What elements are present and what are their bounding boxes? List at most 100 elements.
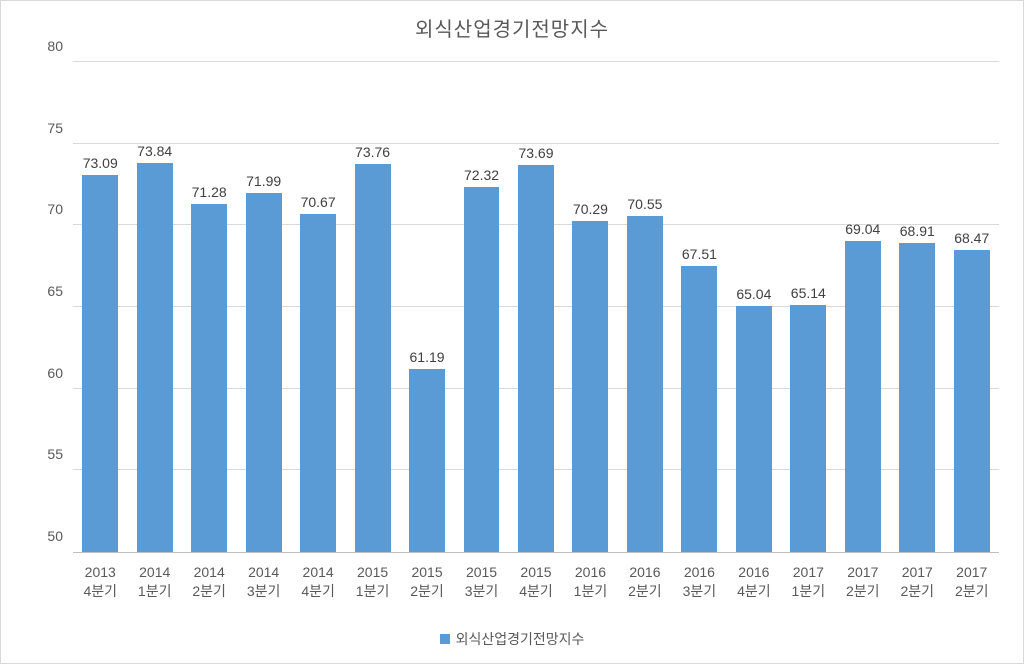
bar-value-label: 67.51 xyxy=(682,246,717,262)
legend: 외식산업경기전망지수 xyxy=(1,629,1023,649)
bar-slot: 65.14 xyxy=(781,62,835,552)
bar-value-label: 73.76 xyxy=(355,144,390,160)
bar xyxy=(409,369,445,552)
bar-value-label: 61.19 xyxy=(410,349,445,365)
x-tick-label-year: 2015 xyxy=(345,563,399,582)
x-tick-label-year: 2017 xyxy=(781,563,835,582)
x-tick-label-year: 2017 xyxy=(836,563,890,582)
x-tick-label-year: 2017 xyxy=(890,563,944,582)
bar-slot: 72.32 xyxy=(454,62,508,552)
x-tick-label-quarter: 2분기 xyxy=(945,582,999,601)
bar-value-label: 70.55 xyxy=(627,196,662,212)
x-tick-label: 20172분기 xyxy=(945,563,999,601)
bar-value-label: 68.91 xyxy=(900,223,935,239)
bar xyxy=(464,187,500,552)
x-tick-label-quarter: 4분기 xyxy=(291,582,345,601)
x-tick-label-quarter: 1분기 xyxy=(781,582,835,601)
bar-value-label: 65.04 xyxy=(736,286,771,302)
y-tick-label: 70 xyxy=(47,201,73,217)
bar-value-label: 73.84 xyxy=(137,143,172,159)
bar-slot: 73.84 xyxy=(127,62,181,552)
bar xyxy=(191,204,227,552)
x-tick-label: 20144분기 xyxy=(291,563,345,601)
x-tick-label-quarter: 3분기 xyxy=(454,582,508,601)
bar-value-label: 72.32 xyxy=(464,167,499,183)
bar-value-label: 65.14 xyxy=(791,285,826,301)
x-tick-label: 20154분기 xyxy=(509,563,563,601)
x-tick-label-year: 2016 xyxy=(563,563,617,582)
bar xyxy=(845,241,881,552)
x-tick-label: 20153분기 xyxy=(454,563,508,601)
x-tick-label: 20142분기 xyxy=(182,563,236,601)
y-tick-label: 50 xyxy=(47,528,73,544)
x-tick-label-year: 2014 xyxy=(236,563,290,582)
x-tick-label-year: 2014 xyxy=(182,563,236,582)
bar-value-label: 71.99 xyxy=(246,173,281,189)
x-tick-label: 20152분기 xyxy=(400,563,454,601)
plot-area: 50556065707580 73.0973.8471.2871.9970.67… xyxy=(73,61,999,553)
bar xyxy=(246,193,282,552)
x-tick-label-quarter: 1분기 xyxy=(127,582,181,601)
bar xyxy=(790,305,826,552)
x-tick-label-quarter: 3분기 xyxy=(236,582,290,601)
bar-slot: 71.28 xyxy=(182,62,236,552)
x-tick-label-quarter: 2분기 xyxy=(618,582,672,601)
bars-row: 73.09 73.84 71.28 71.99 70.67 73.76 61.19 72.32… xyxy=(73,62,999,552)
x-tick-label: 20163분기 xyxy=(672,563,726,601)
bar xyxy=(82,175,118,552)
bar-slot: 70.29 xyxy=(563,62,617,552)
bar-slot: 68.47 xyxy=(945,62,999,552)
x-tick-label-year: 2015 xyxy=(509,563,563,582)
x-tick-label-year: 2016 xyxy=(618,563,672,582)
bar-slot: 70.55 xyxy=(618,62,672,552)
x-tick-label-quarter: 2분기 xyxy=(182,582,236,601)
bar xyxy=(736,306,772,552)
bar-slot: 71.99 xyxy=(236,62,290,552)
x-tick-label: 20162분기 xyxy=(618,563,672,601)
chart-title: 외식산업경기전망지수 xyxy=(1,1,1023,42)
y-tick-label: 80 xyxy=(47,38,73,54)
x-tick-label-year: 2016 xyxy=(727,563,781,582)
bar-slot: 69.04 xyxy=(836,62,890,552)
bar-slot: 67.51 xyxy=(672,62,726,552)
x-tick-label: 20143분기 xyxy=(236,563,290,601)
x-tick-label: 20164분기 xyxy=(727,563,781,601)
bar xyxy=(355,164,391,552)
x-tick-label-year: 2014 xyxy=(127,563,181,582)
x-tick-label: 20141분기 xyxy=(127,563,181,601)
x-tick-label-quarter: 1분기 xyxy=(345,582,399,601)
chart-container: 외식산업경기전망지수 50556065707580 73.0973.8471.2… xyxy=(0,0,1024,664)
bar xyxy=(627,216,663,552)
bar xyxy=(899,243,935,552)
x-tick-label-quarter: 2분기 xyxy=(400,582,454,601)
x-tick-label-quarter: 3분기 xyxy=(672,582,726,601)
bar-slot: 70.67 xyxy=(291,62,345,552)
bar-value-label: 71.28 xyxy=(192,184,227,200)
x-tick-label-quarter: 4분기 xyxy=(73,582,127,601)
x-axis-labels: 20134분기20141분기20142분기20143분기20144분기20151… xyxy=(73,563,999,601)
x-tick-label: 20134분기 xyxy=(73,563,127,601)
x-tick-label-year: 2015 xyxy=(454,563,508,582)
bar-value-label: 73.09 xyxy=(83,155,118,171)
bar xyxy=(954,250,990,552)
bar-slot: 73.69 xyxy=(509,62,563,552)
x-tick-label-quarter: 2분기 xyxy=(890,582,944,601)
bar-value-label: 73.69 xyxy=(518,145,553,161)
x-tick-label-year: 2015 xyxy=(400,563,454,582)
bar-value-label: 69.04 xyxy=(845,221,880,237)
x-tick-label-year: 2016 xyxy=(672,563,726,582)
y-tick-label: 75 xyxy=(47,120,73,136)
y-tick-label: 65 xyxy=(47,283,73,299)
legend-swatch xyxy=(440,634,450,644)
x-tick-label-quarter: 2분기 xyxy=(836,582,890,601)
x-tick-label-quarter: 4분기 xyxy=(727,582,781,601)
bar-value-label: 70.29 xyxy=(573,201,608,217)
x-tick-label: 20172분기 xyxy=(836,563,890,601)
x-tick-label: 20151분기 xyxy=(345,563,399,601)
x-tick-label-year: 2017 xyxy=(945,563,999,582)
legend-label: 외식산업경기전망지수 xyxy=(456,629,585,649)
x-tick-label: 20172분기 xyxy=(890,563,944,601)
x-tick-label: 20171분기 xyxy=(781,563,835,601)
bar-slot: 68.91 xyxy=(890,62,944,552)
bar xyxy=(518,165,554,552)
